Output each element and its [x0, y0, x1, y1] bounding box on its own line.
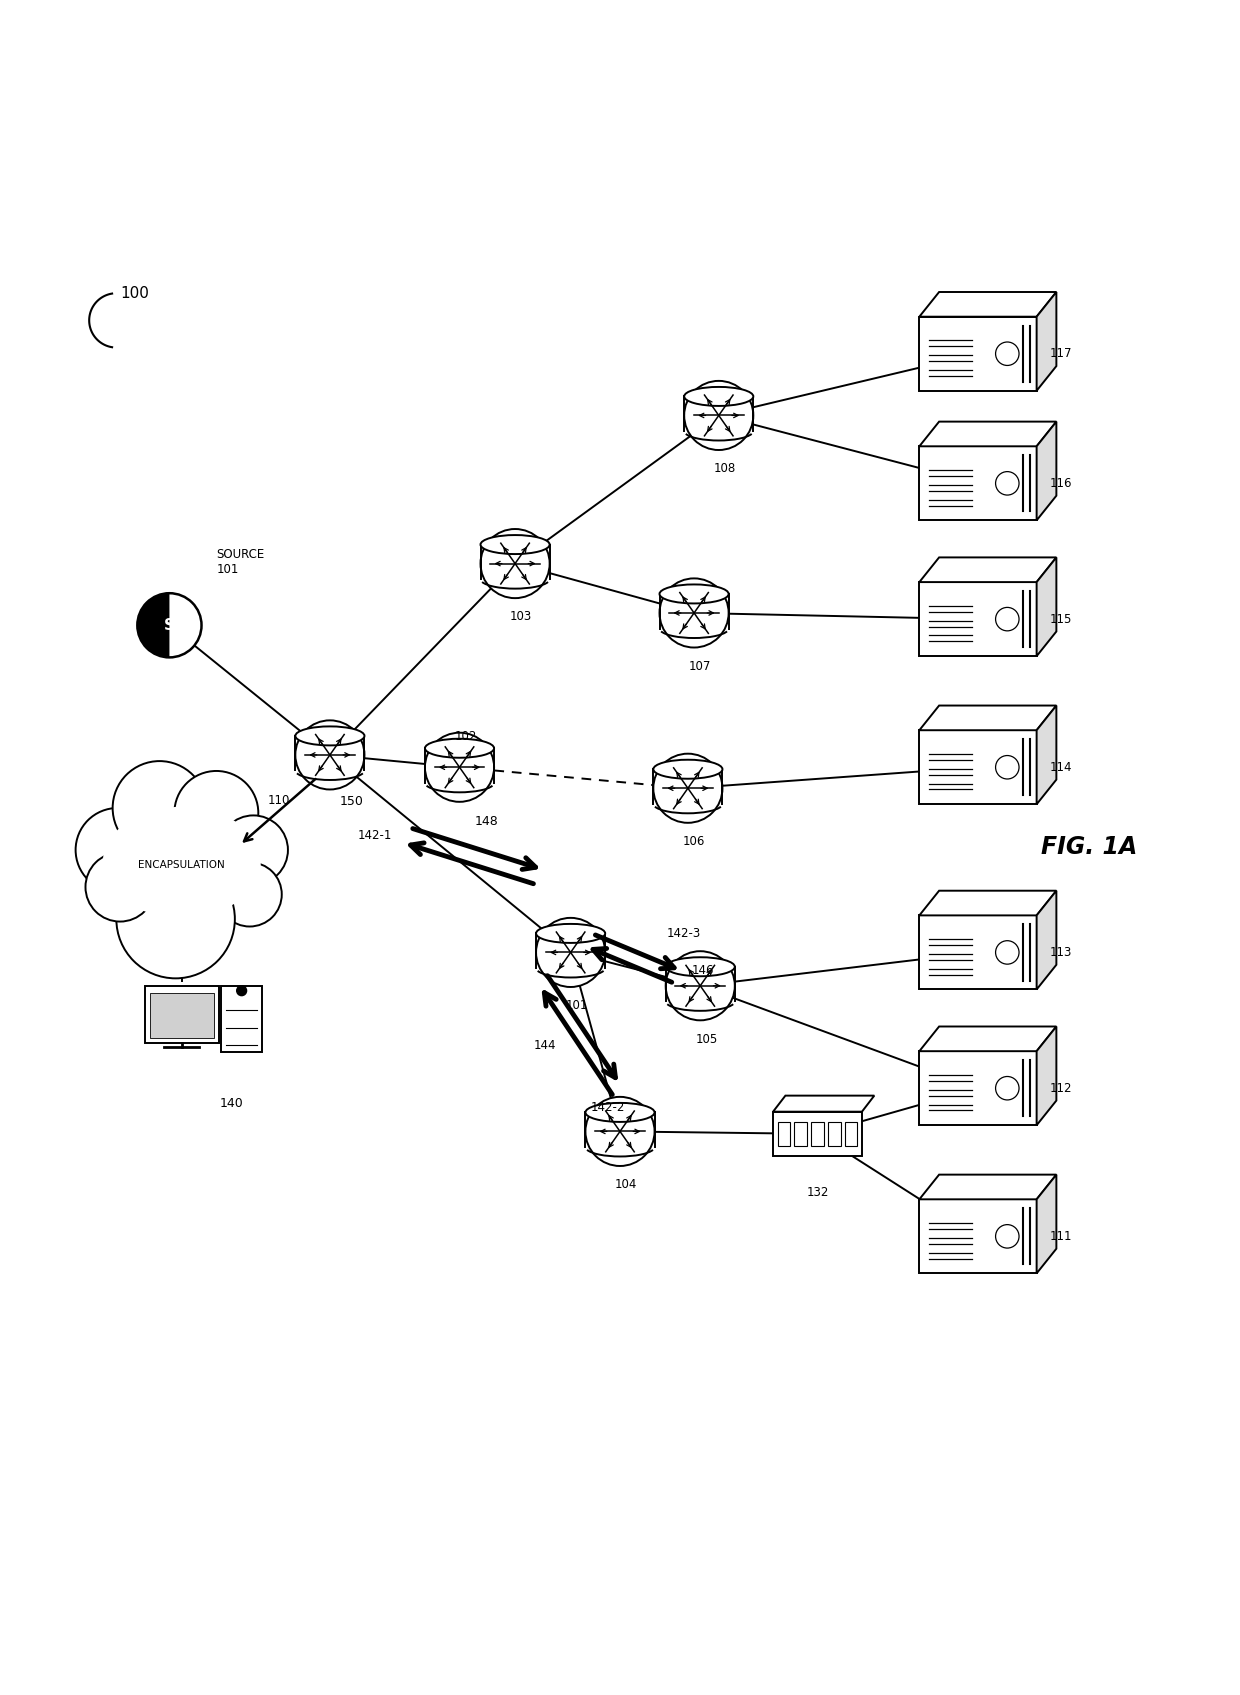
- Bar: [773, 1112, 862, 1156]
- Ellipse shape: [425, 739, 494, 758]
- Circle shape: [996, 342, 1019, 366]
- Polygon shape: [1037, 1027, 1056, 1125]
- Text: 107: 107: [689, 659, 712, 673]
- Text: SOURCE
101: SOURCE 101: [216, 547, 264, 576]
- Circle shape: [425, 732, 494, 802]
- Bar: [919, 1200, 1037, 1273]
- Polygon shape: [138, 593, 170, 658]
- Text: FIG. 1A: FIG. 1A: [1040, 836, 1137, 859]
- Text: 106: 106: [683, 836, 706, 848]
- Bar: [811, 1122, 823, 1146]
- Ellipse shape: [295, 727, 365, 746]
- Circle shape: [660, 578, 729, 647]
- Text: 103: 103: [510, 610, 532, 624]
- Ellipse shape: [86, 788, 278, 931]
- Circle shape: [536, 919, 605, 986]
- Ellipse shape: [481, 536, 549, 554]
- Text: 115: 115: [1049, 612, 1071, 625]
- Text: 146: 146: [692, 964, 714, 978]
- Ellipse shape: [666, 958, 735, 976]
- Polygon shape: [919, 292, 1056, 317]
- Bar: [221, 986, 262, 1053]
- Polygon shape: [1037, 705, 1056, 805]
- Text: 113: 113: [1049, 946, 1071, 959]
- Circle shape: [585, 1097, 655, 1166]
- Circle shape: [117, 859, 234, 978]
- Polygon shape: [919, 1175, 1056, 1200]
- Polygon shape: [919, 558, 1056, 581]
- Text: 150: 150: [340, 795, 363, 809]
- Circle shape: [684, 381, 754, 449]
- Bar: [828, 1122, 841, 1146]
- Bar: [919, 1051, 1037, 1125]
- Text: 116: 116: [1049, 476, 1073, 490]
- Text: 102: 102: [455, 731, 477, 742]
- Polygon shape: [1037, 890, 1056, 990]
- Text: ENCAPSULATION: ENCAPSULATION: [139, 859, 226, 870]
- Ellipse shape: [536, 924, 605, 942]
- Ellipse shape: [585, 1103, 655, 1122]
- Circle shape: [86, 853, 155, 922]
- Ellipse shape: [684, 386, 754, 405]
- Text: 100: 100: [120, 286, 149, 300]
- Text: 110: 110: [268, 795, 290, 807]
- Circle shape: [237, 986, 247, 995]
- Polygon shape: [1037, 292, 1056, 392]
- Bar: [919, 317, 1037, 392]
- Circle shape: [996, 1224, 1019, 1248]
- Text: 142-1: 142-1: [357, 829, 392, 842]
- Text: 132: 132: [806, 1186, 828, 1198]
- Circle shape: [481, 529, 549, 598]
- Polygon shape: [919, 890, 1056, 915]
- Text: 105: 105: [696, 1032, 718, 1046]
- Bar: [919, 731, 1037, 805]
- Circle shape: [996, 756, 1019, 780]
- Text: 142-2: 142-2: [590, 1100, 625, 1114]
- Text: 117: 117: [1049, 347, 1073, 361]
- Bar: [145, 986, 218, 1042]
- Bar: [846, 1122, 857, 1146]
- Ellipse shape: [103, 807, 260, 919]
- Polygon shape: [1037, 1175, 1056, 1273]
- Polygon shape: [919, 422, 1056, 446]
- Circle shape: [666, 951, 735, 1020]
- Bar: [795, 1122, 807, 1146]
- Polygon shape: [919, 1027, 1056, 1051]
- Polygon shape: [919, 705, 1056, 731]
- Polygon shape: [1037, 422, 1056, 520]
- Text: 114: 114: [1049, 761, 1073, 773]
- Bar: [150, 993, 213, 1037]
- Bar: [919, 915, 1037, 990]
- Text: 140: 140: [219, 1097, 243, 1110]
- Polygon shape: [773, 1095, 874, 1112]
- Text: 108: 108: [714, 463, 737, 475]
- Circle shape: [295, 720, 365, 790]
- Circle shape: [138, 593, 202, 658]
- Text: 111: 111: [1049, 1231, 1073, 1242]
- Bar: [919, 446, 1037, 520]
- Circle shape: [218, 815, 288, 885]
- Text: S: S: [164, 617, 175, 632]
- Bar: [919, 581, 1037, 656]
- Text: 144: 144: [533, 1039, 556, 1051]
- Polygon shape: [1037, 558, 1056, 656]
- Text: 112: 112: [1049, 1081, 1073, 1095]
- Bar: [777, 1122, 790, 1146]
- Text: 101: 101: [565, 1000, 588, 1012]
- Circle shape: [113, 761, 207, 854]
- Ellipse shape: [660, 585, 729, 603]
- Text: 148: 148: [475, 815, 498, 827]
- Circle shape: [217, 863, 281, 927]
- Circle shape: [996, 471, 1019, 495]
- Text: 142-3: 142-3: [667, 927, 701, 941]
- Circle shape: [76, 809, 160, 892]
- Ellipse shape: [653, 759, 723, 778]
- Circle shape: [653, 754, 723, 822]
- Circle shape: [996, 1076, 1019, 1100]
- Circle shape: [996, 941, 1019, 964]
- Text: 104: 104: [615, 1178, 637, 1192]
- Circle shape: [996, 607, 1019, 631]
- Circle shape: [175, 771, 258, 854]
